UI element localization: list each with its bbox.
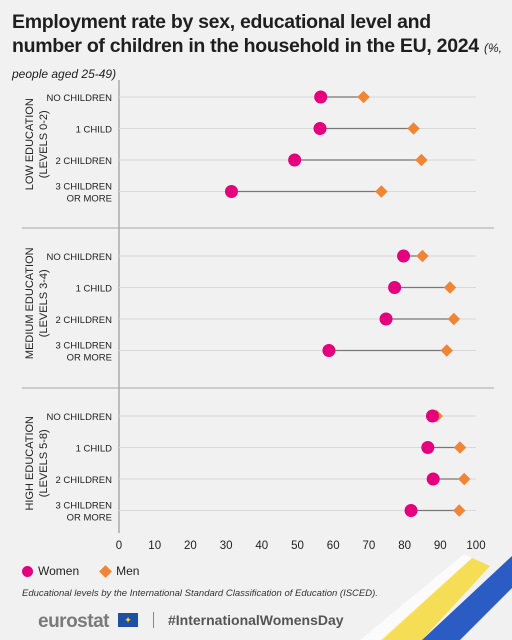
- footer-separator: [153, 612, 154, 628]
- row-label: 1 CHILD: [76, 125, 113, 136]
- row-label: 3 CHILDREN: [56, 341, 113, 352]
- women-marker: [379, 312, 393, 326]
- women-marker: [313, 122, 327, 135]
- chart-title: Employment rate by sex, educational leve…: [12, 10, 502, 86]
- row-label: 1 CHILD: [76, 444, 113, 455]
- footer-hashtag: #InternationalWomensDay: [168, 612, 344, 628]
- legend-men-label: Men: [116, 564, 140, 578]
- men-marker: [375, 185, 388, 198]
- row-label: 3 CHILDREN: [56, 182, 113, 193]
- women-marker: [288, 153, 302, 167]
- x-tick-label: 20: [184, 540, 197, 552]
- x-tick-label: 80: [398, 540, 411, 552]
- women-marker: [224, 185, 238, 198]
- row-label: 2 CHILDREN: [56, 315, 113, 326]
- group-label: HIGH EDUCATION: [24, 416, 36, 511]
- x-tick-label: 30: [220, 540, 233, 552]
- row-label: OR MORE: [67, 513, 112, 524]
- row-label: 2 CHILDREN: [56, 475, 113, 486]
- x-tick-label: 60: [327, 540, 340, 552]
- legend-women-label: Women: [38, 564, 80, 578]
- row-label: NO CHILDREN: [47, 412, 113, 423]
- men-marker: [447, 312, 461, 326]
- x-tick-label: 90: [434, 540, 447, 552]
- eurostat-logo: eurostat: [38, 611, 109, 632]
- legend-women-marker: [22, 565, 33, 577]
- men-marker: [453, 504, 466, 517]
- group-label: MEDIUM EDUCATION: [24, 247, 36, 359]
- men-marker: [407, 122, 420, 135]
- x-tick-label: 50: [291, 540, 304, 552]
- row-label: 1 CHILD: [76, 284, 113, 295]
- row-label: OR MORE: [67, 353, 112, 364]
- chart-legend: Women Men: [22, 564, 139, 578]
- row-label: NO CHILDREN: [47, 252, 113, 263]
- women-marker: [426, 472, 440, 486]
- group-label: (LEVELS 0-2): [38, 110, 50, 178]
- x-tick-label: 10: [148, 540, 161, 552]
- legend-men-marker: [99, 564, 113, 578]
- women-marker: [314, 90, 328, 104]
- chart-subtitle: (%, people aged 25-49): [12, 41, 502, 81]
- women-marker: [404, 504, 418, 517]
- women-marker: [421, 441, 435, 454]
- women-marker: [388, 281, 402, 294]
- women-marker: [322, 344, 336, 357]
- men-marker: [415, 153, 428, 167]
- decorative-swoosh: [360, 554, 512, 640]
- row-label: NO CHILDREN: [47, 93, 113, 104]
- men-marker: [443, 281, 457, 294]
- row-label: 2 CHILDREN: [56, 156, 113, 167]
- x-tick-label: 0: [116, 540, 122, 552]
- group-label: LOW EDUCATION: [24, 98, 36, 190]
- x-tick-label: 40: [255, 540, 268, 552]
- men-marker: [458, 472, 471, 486]
- men-marker: [357, 90, 370, 104]
- x-tick-label: 70: [363, 540, 376, 552]
- men-marker: [416, 249, 429, 263]
- women-marker: [397, 249, 411, 263]
- men-marker: [440, 344, 453, 357]
- row-label: OR MORE: [67, 194, 112, 205]
- chart-title-main: Employment rate by sex, educational leve…: [12, 11, 479, 57]
- group-label: (LEVELS 5-8): [38, 429, 50, 497]
- women-marker: [425, 409, 439, 423]
- men-marker: [453, 441, 467, 454]
- x-tick-label: 100: [466, 540, 485, 552]
- footer: eurostat ✦ #InternationalWomensDay: [0, 600, 512, 640]
- eu-flag-icon: ✦: [118, 613, 138, 627]
- footnote: Educational levels by the International …: [22, 588, 378, 599]
- group-label: (LEVELS 3-4): [38, 269, 50, 337]
- row-label: 3 CHILDREN: [56, 501, 113, 512]
